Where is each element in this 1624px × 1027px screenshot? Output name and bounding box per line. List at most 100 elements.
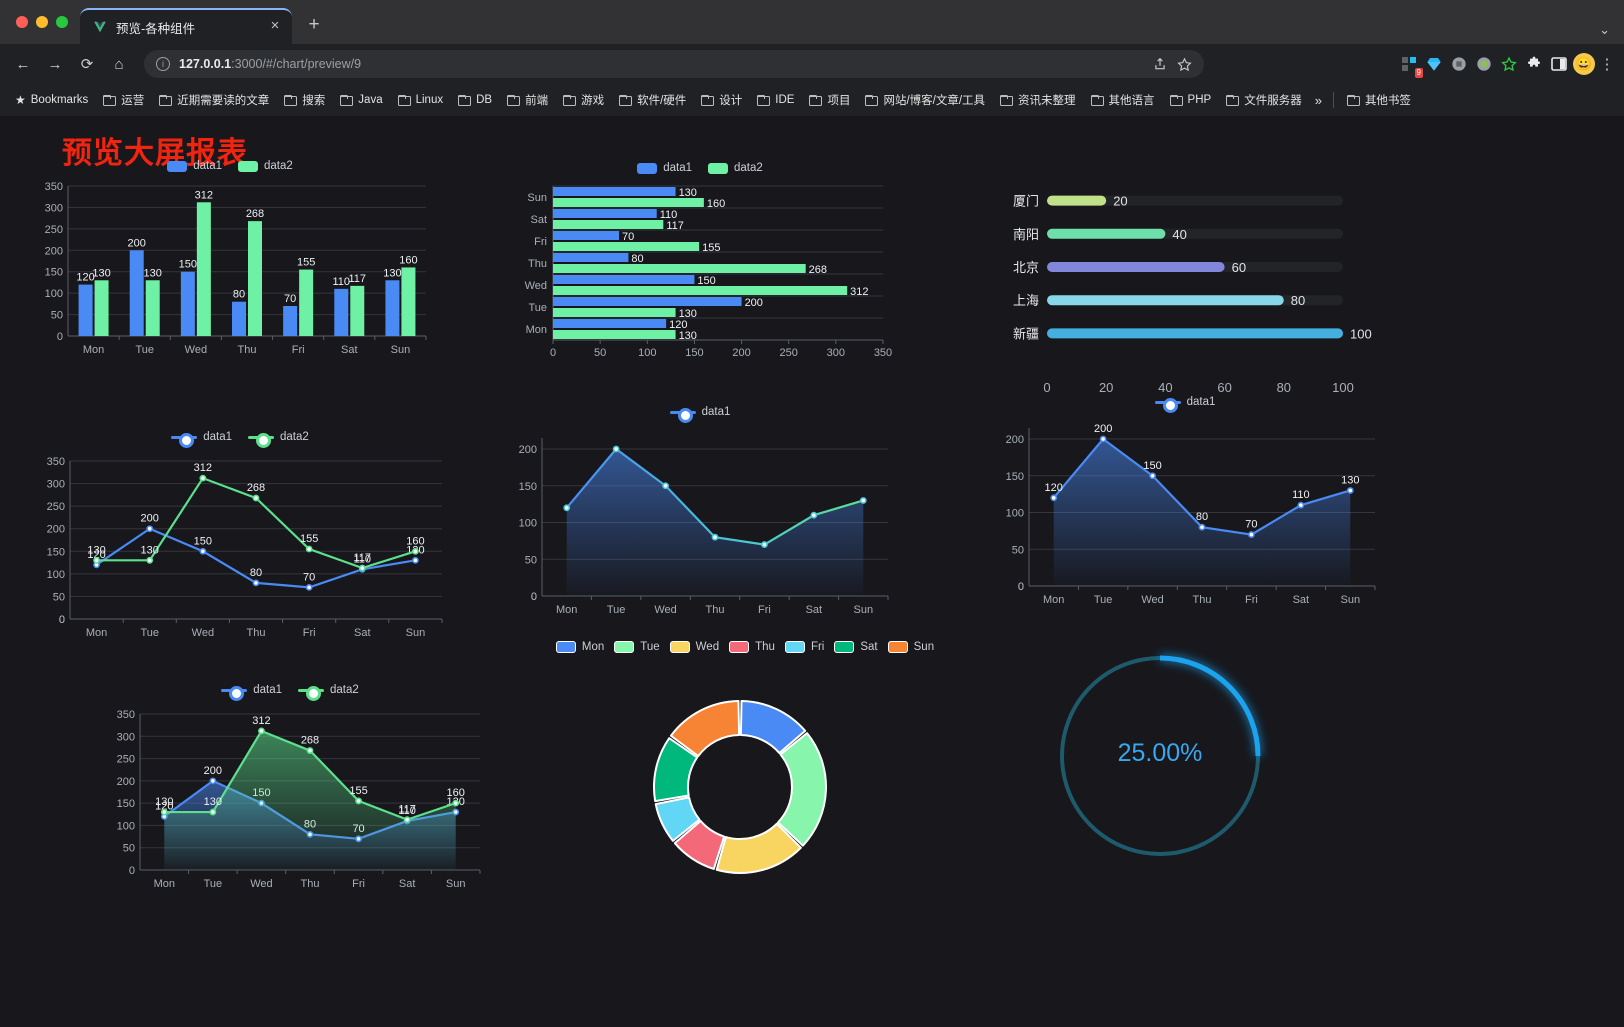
legend-item-data1[interactable]: data1 — [221, 684, 282, 701]
progress-fill[interactable] — [1047, 295, 1284, 306]
legend-item-data2[interactable]: data2 — [298, 684, 359, 701]
bookmark-folder-search[interactable]: 搜索 — [277, 89, 332, 111]
bar[interactable] — [553, 231, 619, 240]
data-point[interactable] — [358, 564, 366, 572]
bar[interactable] — [385, 280, 400, 336]
data-point[interactable] — [146, 525, 154, 533]
bookmark-folder-other[interactable]: 其他书签 — [1340, 89, 1418, 111]
close-window-button[interactable] — [16, 16, 28, 28]
home-button[interactable]: ⌂ — [114, 55, 124, 73]
bar[interactable] — [553, 264, 806, 273]
bookmark-folder-frontend[interactable]: 前端 — [500, 89, 555, 111]
data-point[interactable] — [1198, 523, 1206, 531]
bookmarks-overflow-button[interactable]: » — [1314, 92, 1322, 108]
bookmark-folder-linux[interactable]: Linux — [391, 91, 451, 109]
bookmark-folder-langs[interactable]: 其他语言 — [1084, 89, 1162, 111]
star-icon[interactable] — [1177, 57, 1192, 72]
data-point[interactable] — [209, 808, 217, 816]
bar[interactable] — [94, 280, 109, 336]
avatar[interactable]: 😀 — [1573, 53, 1595, 75]
bar[interactable] — [350, 285, 365, 336]
bar[interactable] — [78, 284, 93, 336]
data-point[interactable] — [761, 541, 768, 548]
pie-slice[interactable] — [653, 737, 699, 803]
bar[interactable] — [248, 221, 262, 336]
data-point[interactable] — [146, 556, 154, 564]
bookmarks-manager-item[interactable]: ★ Bookmarks — [8, 90, 95, 110]
bar[interactable] — [553, 275, 695, 284]
bookmark-folder-design[interactable]: 设计 — [694, 89, 749, 111]
legend-item-mon[interactable]: Mon — [555, 641, 604, 653]
bookmark-folder-fileserver[interactable]: 文件服务器 — [1219, 89, 1309, 111]
data-point[interactable] — [252, 494, 260, 502]
data-point[interactable] — [209, 777, 217, 785]
bookmark-folder-ide[interactable]: IDE — [750, 91, 801, 109]
chevron-down-icon[interactable]: ⌄ — [1599, 22, 1610, 37]
pie-slice[interactable] — [654, 796, 701, 842]
legend-item-data2[interactable]: data2 — [248, 431, 309, 448]
bookmark-folder-db[interactable]: DB — [451, 91, 499, 109]
legend-item-wed[interactable]: Wed — [669, 641, 719, 653]
bar[interactable] — [553, 198, 704, 207]
bar[interactable] — [334, 288, 349, 336]
bar[interactable] — [129, 250, 144, 336]
circle-ext-icon[interactable] — [1473, 53, 1495, 75]
bookmark-folder-projects[interactable]: 项目 — [802, 89, 857, 111]
reload-button[interactable]: ⟳ — [80, 56, 94, 73]
bar[interactable] — [145, 280, 160, 336]
data-point[interactable] — [160, 808, 168, 816]
minimize-window-button[interactable] — [36, 16, 48, 28]
bar[interactable] — [553, 209, 657, 218]
legend-item-thu[interactable]: Thu — [729, 641, 775, 653]
grid-ext-icon[interactable]: 9 — [1398, 53, 1423, 78]
bar[interactable] — [553, 308, 676, 317]
data-point[interactable] — [412, 547, 419, 555]
data-point[interactable] — [452, 799, 460, 807]
legend-item-tue[interactable]: Tue — [614, 641, 660, 653]
bar[interactable] — [283, 306, 298, 336]
bookmark-folder-java[interactable]: Java — [333, 91, 389, 109]
legend-item-data1[interactable]: data1 — [637, 162, 692, 174]
bar[interactable] — [553, 187, 676, 196]
bar[interactable] — [553, 297, 742, 306]
bookmark-folder-php[interactable]: PHP — [1163, 91, 1219, 109]
share-icon[interactable] — [1153, 57, 1167, 71]
legend-item-data2[interactable]: data2 — [708, 162, 763, 174]
browser-menu-icon[interactable]: ⋮ — [1599, 56, 1615, 73]
bar[interactable] — [553, 220, 664, 229]
new-tab-button[interactable]: + — [308, 14, 320, 35]
bookmark-folder-software[interactable]: 软件/硬件 — [612, 89, 693, 111]
bar[interactable] — [401, 267, 416, 336]
bar[interactable] — [553, 330, 676, 339]
bar[interactable] — [553, 253, 629, 262]
pie-slice[interactable] — [715, 822, 802, 874]
progress-fill[interactable] — [1047, 262, 1225, 272]
data-point[interactable] — [305, 545, 313, 553]
bar[interactable] — [553, 286, 848, 295]
data-point[interactable] — [412, 556, 419, 564]
data-point[interactable] — [859, 497, 867, 504]
data-point[interactable] — [199, 547, 207, 555]
data-point[interactable] — [711, 533, 719, 541]
legend-item-data2[interactable]: data2 — [238, 160, 293, 172]
data-point[interactable] — [355, 797, 362, 805]
data-point[interactable] — [1149, 472, 1156, 480]
data-point[interactable] — [1248, 531, 1255, 538]
data-point[interactable] — [662, 482, 669, 490]
bar[interactable] — [232, 301, 246, 336]
data-point[interactable] — [1099, 435, 1107, 443]
legend-item-data1[interactable]: data1 — [1154, 396, 1215, 413]
forward-button[interactable]: → — [47, 55, 63, 73]
bookmark-folder-games[interactable]: 游戏 — [556, 89, 611, 111]
bookmark-folder-articles[interactable]: 近期需要读的文章 — [152, 89, 276, 111]
legend-item-fri[interactable]: Fri — [784, 641, 824, 653]
progress-fill[interactable] — [1047, 228, 1166, 239]
progress-fill[interactable] — [1047, 328, 1343, 339]
data-point[interactable] — [563, 504, 571, 512]
data-point[interactable] — [305, 583, 313, 591]
legend-item-data1[interactable]: data1 — [167, 160, 222, 172]
bar[interactable] — [299, 269, 314, 336]
pie-slice[interactable] — [673, 819, 726, 870]
data-point[interactable] — [403, 816, 411, 824]
data-point[interactable] — [810, 511, 818, 519]
